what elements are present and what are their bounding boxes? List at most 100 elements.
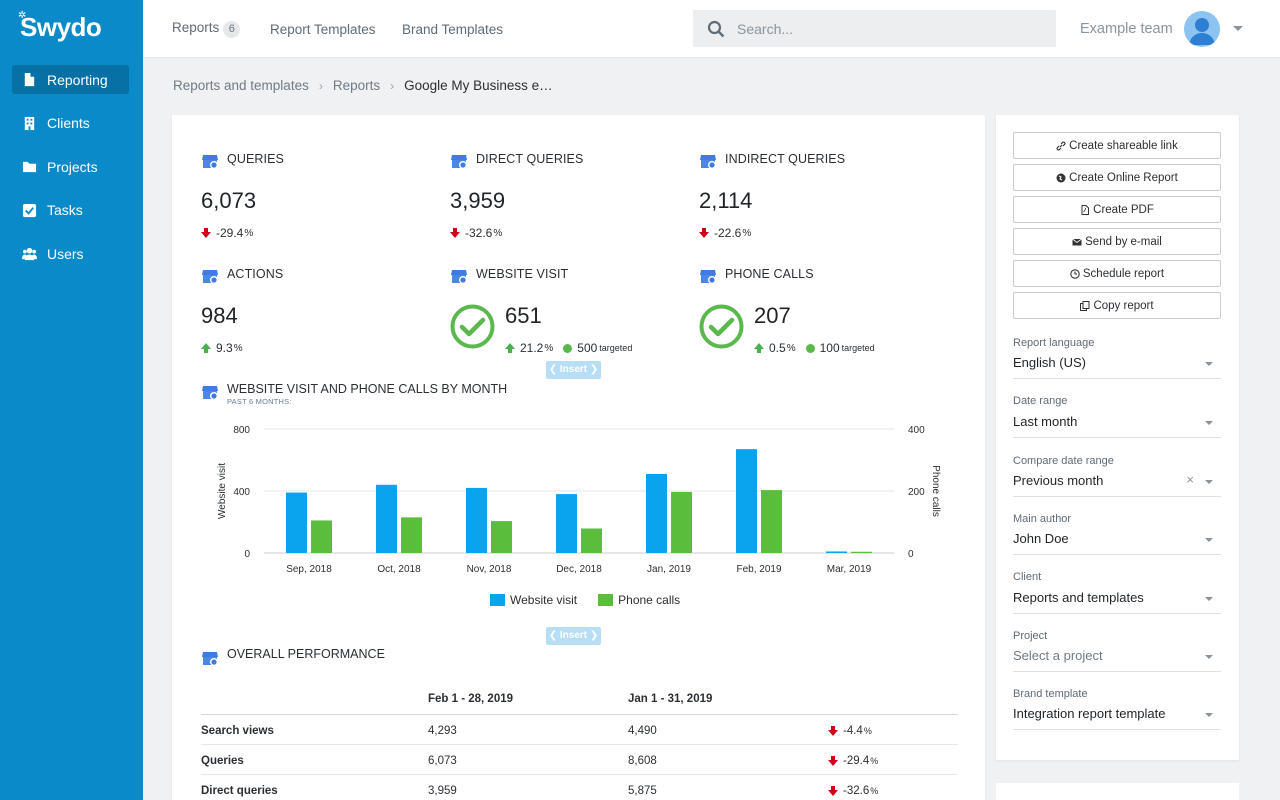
compare-date-range-select[interactable]: Previous month × — [1013, 471, 1221, 497]
legend-label[interactable]: Website visit — [510, 593, 578, 607]
select-value: Previous month — [1013, 473, 1104, 488]
x-tick-label: Sep, 2018 — [286, 564, 332, 575]
metric-change: 0.5% 100 targeted — [754, 341, 875, 355]
sidebar-item-label: Clients — [47, 115, 90, 131]
breadcrumb: Reports and templates › Reports › Google… — [173, 78, 553, 93]
report-card: QUERIES 6,073 -29.4% DIRECT QUERIES 3,95… — [172, 115, 985, 800]
table-row: Direct queries 3,959 5,875 -32.6% — [201, 775, 958, 800]
metric-indirect-queries[interactable]: INDIRECT QUERIES 2,114 -22.6% — [699, 152, 929, 242]
brand-template-select[interactable]: Integration report template — [1013, 704, 1221, 730]
sidebar-item-label: Users — [47, 245, 84, 262]
tab-reports[interactable]: Reports 6 — [172, 20, 241, 38]
arrow-down-icon — [450, 228, 460, 238]
metric-actions[interactable]: ACTIONS 984 9.3% — [201, 267, 431, 357]
schedule-report-button[interactable]: Schedule report — [1013, 260, 1221, 287]
metric-label: ACTIONS — [227, 267, 284, 281]
insert-button[interactable]: ❮ Insert ❯ — [546, 361, 601, 379]
metric-change-value: -22.6 — [714, 226, 742, 240]
sidebar-item-clients[interactable]: Clients — [12, 109, 129, 138]
chevron-down-icon — [1205, 713, 1213, 717]
sidebar-item-reporting[interactable]: Reporting — [12, 65, 129, 94]
folder-icon — [22, 161, 37, 173]
bar-chart: 800 400 400 200 0 0 Website visit Phone calls Se… — [217, 425, 941, 575]
tab-brand-templates[interactable]: Brand Templates — [402, 22, 504, 37]
copy-icon — [1080, 300, 1090, 311]
y-axis-label: Website visit — [217, 463, 228, 519]
metric-queries[interactable]: QUERIES 6,073 -29.4% — [201, 152, 431, 242]
bar-phone-calls — [671, 491, 692, 553]
legend-swatch-website-visit — [490, 594, 505, 606]
app-logo[interactable]: ✲ Swydo — [18, 10, 102, 43]
insert-button[interactable]: ❮ Insert ❯ — [546, 627, 601, 645]
file-icon — [24, 72, 35, 87]
percent-sign: % — [863, 726, 872, 736]
search-input[interactable] — [737, 20, 1037, 37]
breadcrumb-current: Google My Business e… — [404, 78, 553, 93]
target-reached-check-icon — [699, 304, 744, 349]
metric-value: 207 — [754, 303, 791, 328]
create-online-report-button[interactable]: Create Online Report — [1013, 164, 1221, 191]
performance-title: OVERALL PERFORMANCE — [227, 647, 385, 661]
create-pdf-button[interactable]: Create PDF — [1013, 196, 1221, 223]
team-name[interactable]: Example team — [1080, 21, 1173, 37]
chevron-down-icon — [1205, 362, 1213, 366]
link-icon — [1056, 141, 1066, 150]
bar-phone-calls — [581, 528, 602, 553]
building-icon — [24, 116, 35, 130]
sidebar-item-projects[interactable]: Projects — [12, 152, 129, 181]
send-by-email-button[interactable]: Send by e-mail — [1013, 228, 1221, 255]
clock-icon — [1070, 268, 1080, 279]
row-label: Direct queries — [201, 785, 278, 797]
report-language-select[interactable]: English (US) — [1013, 353, 1221, 379]
percent-sign: % — [233, 342, 243, 354]
button-label: Send by e-mail — [1085, 235, 1162, 248]
metric-website-visit[interactable]: WEBSITE VISIT 651 21.2% 500 targeted — [450, 267, 680, 357]
percent-sign: % — [544, 342, 554, 354]
metric-phone-calls[interactable]: PHONE CALLS 207 0.5% 100 targeted — [699, 267, 929, 357]
team-dropdown-caret-icon[interactable] — [1233, 26, 1243, 31]
bar-phone-calls — [401, 517, 422, 553]
table-row: Search views 4,293 4,490 -4.4% — [201, 715, 958, 745]
avatar[interactable] — [1184, 11, 1220, 47]
breadcrumb-item[interactable]: Reports and templates — [173, 78, 309, 93]
user-avatar-icon — [1189, 18, 1215, 45]
metric-value: 6,073 — [201, 188, 257, 213]
main-author-select[interactable]: John Doe — [1013, 529, 1221, 555]
date-range-select[interactable]: Last month — [1013, 412, 1221, 438]
metric-direct-queries[interactable]: DIRECT QUERIES 3,959 -32.6% — [450, 152, 680, 242]
cell-previous: 5,875 — [628, 785, 657, 797]
metric-value: 2,114 — [699, 188, 753, 213]
create-shareable-link-button[interactable]: Create shareable link — [1013, 132, 1221, 159]
cell-previous: 8,608 — [628, 755, 657, 767]
clear-icon[interactable]: × — [1186, 472, 1194, 487]
cell-current: 6,073 — [428, 755, 457, 767]
chart-legend: Website visit Phone calls — [490, 593, 680, 607]
metric-value: 651 — [505, 303, 542, 328]
percent-sign: % — [870, 786, 879, 796]
metric-label: WEBSITE VISIT — [476, 267, 569, 281]
project-select[interactable]: Select a project — [1013, 646, 1221, 672]
sidebar-item-tasks[interactable]: Tasks — [12, 196, 129, 225]
client-select[interactable]: Reports and templates — [1013, 588, 1221, 614]
legend-swatch-phone-calls — [598, 594, 614, 606]
globe-icon — [1056, 173, 1066, 182]
y-tick-label: 800 — [233, 425, 250, 436]
logo-sprig-icon: ✲ — [18, 10, 26, 21]
target-value: 500 — [577, 341, 598, 355]
row-label: Queries — [201, 755, 244, 767]
checkbox-icon — [22, 203, 37, 217]
tab-report-templates[interactable]: Report Templates — [270, 22, 376, 37]
breadcrumb-item[interactable]: Reports — [332, 78, 381, 93]
sidebar-item-users[interactable]: Users — [12, 239, 129, 268]
copy-report-button[interactable]: Copy report — [1013, 292, 1221, 319]
metric-label: QUERIES — [227, 152, 284, 166]
chart-subtitle: PAST 6 MONTHS: — [227, 397, 292, 406]
field-label: Brand template — [1013, 688, 1088, 700]
reports-count-badge: 6 — [223, 21, 241, 38]
row-label: Search views — [201, 725, 274, 737]
percent-sign: % — [493, 227, 503, 239]
legend-label[interactable]: Phone calls — [618, 593, 681, 607]
y2-axis-label: Phone calls — [930, 465, 941, 517]
button-label: Copy report — [1093, 299, 1154, 312]
chart-title: WEBSITE VISIT AND PHONE CALLS BY MONTH — [227, 382, 508, 396]
